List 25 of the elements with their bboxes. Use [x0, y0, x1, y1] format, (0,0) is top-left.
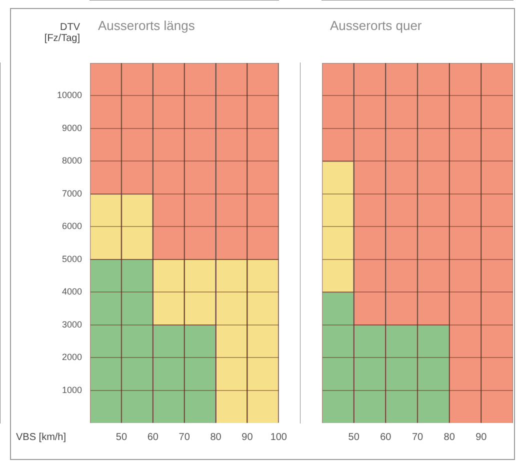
x-axis-title: VBS [km/h]: [16, 432, 66, 443]
x-tick-label: 60: [380, 432, 392, 443]
y-tick-label: 10000: [56, 90, 82, 100]
x-tick-label: 100: [270, 432, 288, 443]
y-axis-title: DTV [Fz/Tag]: [43, 22, 80, 44]
x-tick-label: 80: [210, 432, 222, 443]
y-tick-label: 4000: [62, 286, 82, 297]
x-tick-label: 70: [412, 432, 424, 443]
chart-title: Ausserorts quer: [330, 18, 422, 33]
x-tick-label: 50: [348, 432, 360, 443]
y-tick-label: 6000: [62, 221, 82, 232]
y-tick-label: 7000: [62, 188, 82, 198]
x-tick-label: 70: [178, 432, 190, 443]
x-tick-label: 50: [116, 432, 128, 443]
x-tick-label: 90: [476, 432, 488, 443]
y-tick-label: 9000: [62, 122, 82, 133]
y-tick-label: 2000: [62, 352, 82, 362]
y-tick-label: 1000: [62, 384, 82, 395]
x-tick-label: 60: [147, 432, 159, 443]
y-tick-label: 3000: [62, 319, 82, 330]
y-tick-label: 8000: [62, 156, 82, 166]
x-tick-label: 90: [242, 432, 254, 443]
x-tick-label: 80: [444, 432, 456, 443]
chart-title: Ausserorts längs: [98, 18, 195, 33]
y-tick-label: 5000: [62, 254, 82, 264]
